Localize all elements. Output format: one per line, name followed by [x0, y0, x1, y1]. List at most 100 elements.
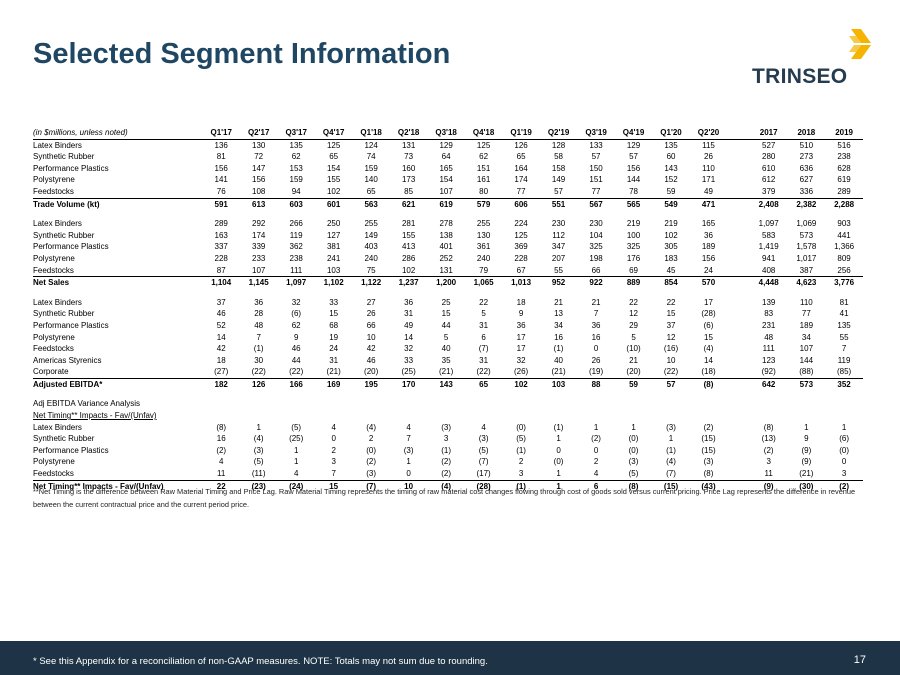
- table-cell: 55: [839, 332, 849, 342]
- table-cell: 111: [762, 344, 775, 354]
- table-cell: 18: [216, 355, 226, 365]
- table-cell: 231: [762, 320, 776, 330]
- table-cell: 62: [291, 320, 301, 330]
- table-cell: 337: [214, 242, 228, 252]
- table-cell: 21: [554, 297, 564, 307]
- table-row: Polystyrene 14 7 9 19 10 14 5 6 17 16 16 5 12 15 48 34 55: [33, 332, 863, 344]
- table-cell: 57: [629, 152, 638, 162]
- table-cell: 66: [591, 265, 601, 275]
- column-header: Q1'20: [652, 127, 690, 140]
- table-cell: 362: [289, 242, 303, 252]
- table-cell: 403: [364, 242, 378, 252]
- table-cell: 189: [701, 242, 716, 252]
- column-header: Q1'18: [352, 127, 390, 140]
- table-cell: 22: [629, 297, 638, 307]
- table-cell: 903: [837, 219, 851, 229]
- table-cell: 336: [799, 186, 814, 196]
- table-cell: 103: [539, 377, 578, 391]
- table-cell: 0: [841, 457, 847, 467]
- table-cell: 68: [329, 320, 339, 330]
- table-cell: 131: [439, 265, 453, 275]
- table-cell: (1): [553, 422, 564, 432]
- table-row: Latex Binders (8) 1 (5) 4 (4) 4 (3) 4 (0) (1) 1 1 (3)…: [33, 422, 863, 434]
- table-cell: 15: [314, 479, 353, 493]
- table-cell: 0: [593, 344, 599, 354]
- table-cell: 1,065: [464, 276, 503, 289]
- table-cell: (8): [689, 377, 728, 391]
- table-cell: 102: [401, 265, 416, 275]
- table-cell: 10: [389, 479, 428, 493]
- table-cell: 60: [666, 152, 676, 162]
- table-cell: 619: [427, 197, 465, 211]
- table-cell: 1: [539, 479, 578, 493]
- row-label: Net Sales: [33, 276, 203, 289]
- table-cell: 224: [514, 219, 528, 229]
- table-cell: 1,104: [202, 276, 240, 289]
- table-cell: 40: [441, 344, 451, 354]
- gap-cell: [727, 445, 750, 457]
- table-cell: 31: [479, 355, 489, 365]
- table-cell: 133: [589, 140, 603, 150]
- table-cell: 78: [629, 186, 638, 196]
- row-label-text: Feedstocks: [33, 344, 74, 354]
- row-label: Polystyrene: [33, 253, 202, 265]
- gap-cell: [727, 332, 750, 344]
- table-cell: 4: [593, 469, 599, 479]
- table-cell: 108: [252, 186, 266, 196]
- table-cell: 156: [626, 163, 641, 173]
- gap-cell: [727, 139, 750, 151]
- table-cell: 13: [554, 309, 564, 319]
- table-total-row: Adjusted EBITDA* 182 126 166 169 195 170 143 65 1…: [33, 377, 863, 391]
- table-cell: (30): [787, 479, 826, 493]
- table-cell: 0: [331, 434, 336, 444]
- table-cell: 125: [476, 140, 491, 150]
- table-cell: 76: [216, 186, 226, 196]
- row-label-text: Americas Styrenics: [33, 355, 102, 365]
- table-cell: 36: [704, 230, 713, 240]
- table-cell: 57: [554, 186, 564, 196]
- table-cell: 135: [664, 140, 678, 150]
- table-cell: 174: [252, 230, 266, 240]
- row-label: Latex Binders: [33, 218, 202, 230]
- table-cell: 219: [664, 219, 678, 229]
- table-row: Polystyrene 4 (5) 1 3 (2) 1 (2) (7) 2 (0) 2 (3) (4) (3…: [33, 456, 863, 468]
- table-cell: 339: [252, 242, 266, 252]
- table-cell: (26): [513, 367, 529, 377]
- table-cell: 2,382: [787, 197, 826, 211]
- table-cell: 26: [704, 152, 713, 162]
- table-cell: 182: [202, 377, 240, 391]
- table-cell: 135: [289, 140, 303, 150]
- table-cell: 6: [481, 332, 486, 342]
- table-cell: 4: [481, 422, 486, 432]
- table-cell: 31: [329, 355, 339, 365]
- table-cell: 15: [704, 332, 713, 342]
- table-cell: (28): [464, 479, 503, 493]
- gap-cell: [727, 377, 750, 391]
- table-cell: 160: [401, 163, 416, 173]
- table-row: Feedstocks 11 (11) 4 7 (3) 0 (2) (17) 3 1 4 (5) (7) (8…: [33, 468, 863, 480]
- table-cell: 119: [289, 230, 303, 240]
- table-cell: 127: [326, 230, 341, 240]
- trinseo-logo: TRINSEO: [752, 27, 877, 88]
- column-header: Q1'19: [502, 127, 540, 140]
- table-cell: (16): [663, 344, 679, 354]
- table-cell: 2: [331, 445, 336, 455]
- table-cell: 102: [326, 186, 341, 196]
- row-label-text: Net Timing** Impacts - Fav/(Unfav): [33, 411, 157, 421]
- row-label: Trade Volume (kt): [33, 197, 203, 211]
- table-cell: 32: [516, 355, 526, 365]
- table-cell: 81: [216, 152, 226, 162]
- table-cell: (4): [427, 479, 465, 493]
- table-cell: 31: [404, 309, 414, 319]
- table-cell: (6): [839, 434, 849, 444]
- table-cell: 189: [799, 320, 814, 330]
- table-cell: (17): [476, 469, 491, 479]
- table-cell: 563: [352, 197, 390, 211]
- table-cell: 11: [764, 469, 773, 479]
- table-cell: 32: [291, 297, 301, 307]
- table-cell: (2): [441, 469, 451, 479]
- table-cell: (3): [666, 422, 676, 432]
- spacer-row: [33, 210, 863, 218]
- table-cell: 14: [216, 332, 226, 342]
- column-header: 2018: [787, 127, 826, 140]
